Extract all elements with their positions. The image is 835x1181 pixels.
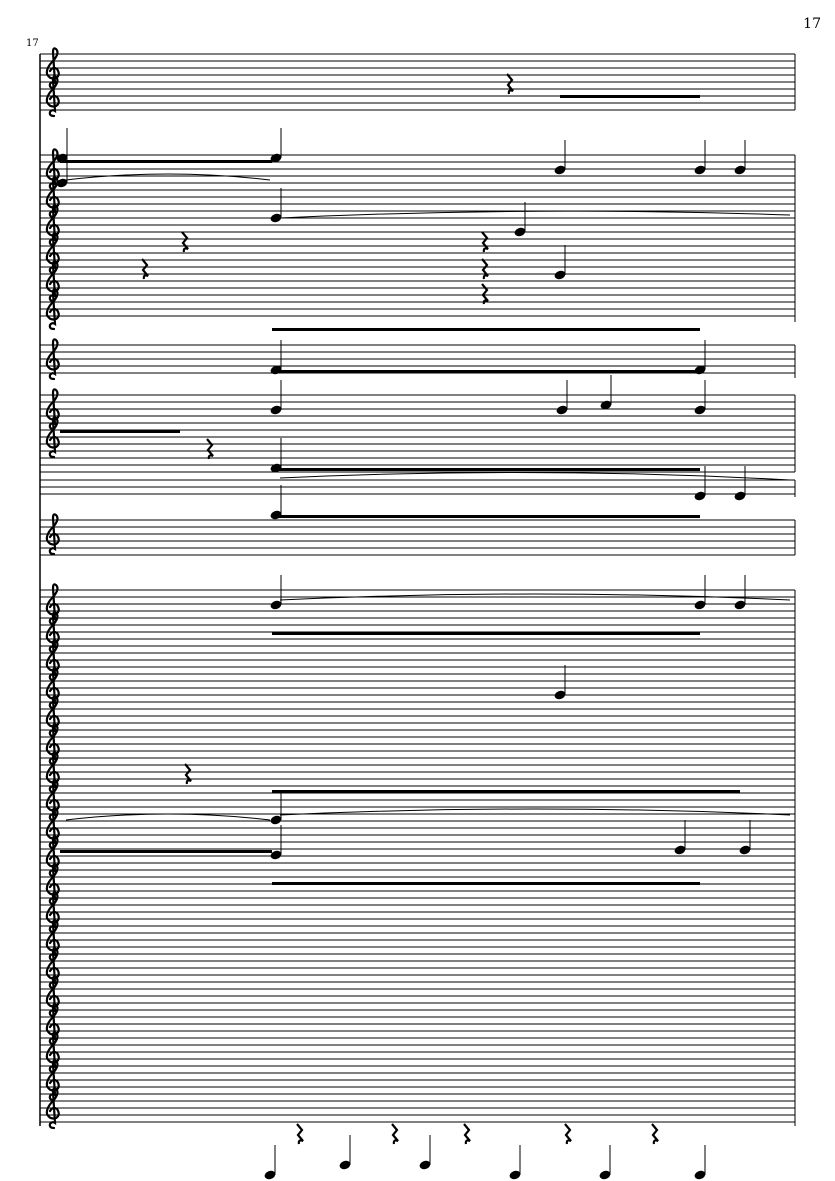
- treble-clef-icon: [45, 695, 60, 738]
- beam: [60, 850, 272, 853]
- treble-clef-icon: [45, 1031, 60, 1074]
- rest-icon: [481, 283, 489, 305]
- rest-icon: [564, 1123, 572, 1145]
- treble-clef-icon: [45, 260, 60, 303]
- treble-clef-icon: [45, 204, 60, 247]
- treble-clef-icon: [45, 639, 60, 682]
- tie: [279, 471, 791, 481]
- notehead: [734, 165, 746, 175]
- tie: [279, 808, 791, 816]
- notehead: [554, 270, 566, 280]
- notehead: [56, 153, 68, 163]
- tie: [279, 210, 791, 219]
- treble-clef-icon: [45, 513, 60, 556]
- notehead: [694, 1170, 706, 1180]
- rest-icon: [391, 1123, 399, 1145]
- notehead: [514, 227, 526, 237]
- notehead: [694, 600, 706, 610]
- notehead: [694, 365, 706, 375]
- beam: [272, 515, 700, 518]
- notehead: [270, 153, 282, 163]
- tie: [279, 593, 791, 601]
- notehead: [264, 1170, 276, 1180]
- notehead: [600, 400, 612, 410]
- treble-clef-icon: [45, 723, 60, 766]
- notehead: [419, 1160, 431, 1170]
- notehead: [599, 1170, 611, 1180]
- rest-icon: [141, 258, 149, 280]
- notehead: [694, 165, 706, 175]
- treble-clef-icon: [45, 1087, 60, 1130]
- beam: [272, 882, 700, 885]
- treble-clef-icon: [45, 667, 60, 710]
- beam: [272, 790, 740, 793]
- treble-clef-icon: [45, 611, 60, 654]
- treble-clef-icon: [45, 176, 60, 219]
- notehead: [270, 850, 282, 860]
- treble-clef-icon: [45, 416, 60, 459]
- treble-clef-icon: [45, 863, 60, 906]
- notehead: [270, 213, 282, 223]
- rest-icon: [296, 1123, 304, 1145]
- notehead: [509, 1170, 521, 1180]
- notehead: [270, 510, 282, 520]
- treble-clef-icon: [45, 835, 60, 878]
- notehead: [734, 600, 746, 610]
- treble-clef-icon: [45, 75, 60, 118]
- notehead: [339, 1160, 351, 1170]
- treble-clef-icon: [45, 947, 60, 990]
- treble-clef-icon: [45, 288, 60, 331]
- notehead: [739, 845, 751, 855]
- rest-icon: [181, 231, 189, 253]
- rest-icon: [481, 258, 489, 280]
- notehead: [554, 165, 566, 175]
- notehead: [694, 405, 706, 415]
- treble-clef-icon: [45, 919, 60, 962]
- beam: [60, 160, 272, 163]
- notehead: [674, 845, 686, 855]
- rest-icon: [651, 1123, 659, 1145]
- beam: [60, 430, 180, 433]
- notehead: [694, 491, 706, 501]
- rest-icon: [481, 231, 489, 253]
- measure-number: 17: [26, 38, 39, 49]
- treble-clef-icon: [45, 47, 60, 90]
- notehead: [554, 690, 566, 700]
- treble-clef-icon: [45, 148, 60, 191]
- notehead: [270, 365, 282, 375]
- treble-clef-icon: [45, 583, 60, 626]
- rest-icon: [184, 763, 192, 785]
- notehead: [270, 600, 282, 610]
- treble-clef-icon: [45, 1003, 60, 1046]
- treble-clef-icon: [45, 338, 60, 381]
- rest-icon: [506, 73, 514, 95]
- treble-clef-icon: [45, 975, 60, 1018]
- rest-icon: [206, 438, 214, 460]
- notehead: [270, 463, 282, 473]
- beam: [560, 95, 700, 98]
- treble-clef-icon: [45, 1059, 60, 1102]
- treble-clef-icon: [45, 751, 60, 794]
- treble-clef-icon: [45, 807, 60, 850]
- notehead: [270, 405, 282, 415]
- treble-clef-icon: [45, 779, 60, 822]
- treble-clef-icon: [45, 232, 60, 275]
- beam: [272, 328, 700, 331]
- treble-clef-icon: [45, 891, 60, 934]
- notehead: [556, 405, 568, 415]
- treble-clef-icon: [45, 388, 60, 431]
- page-number: 17: [803, 16, 821, 32]
- tie: [65, 173, 271, 181]
- notehead: [56, 178, 68, 188]
- tie: [65, 813, 271, 821]
- notehead: [734, 491, 746, 501]
- notehead: [270, 815, 282, 825]
- beam: [272, 370, 700, 373]
- beam: [272, 468, 700, 471]
- rest-icon: [463, 1123, 471, 1145]
- beam: [272, 632, 700, 635]
